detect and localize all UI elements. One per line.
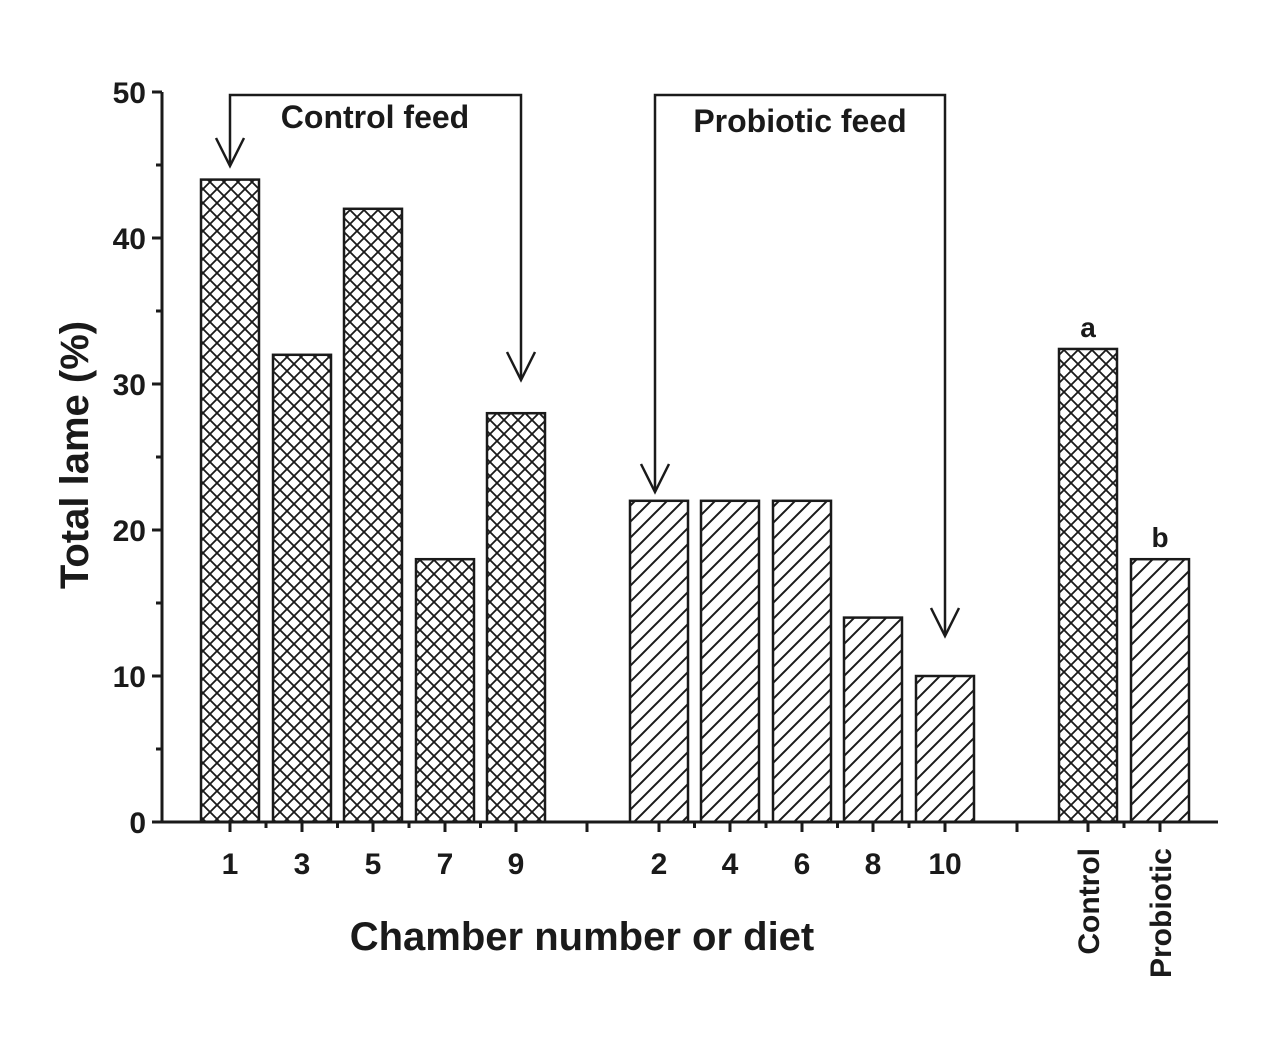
bars-layer: ab xyxy=(199,178,1191,824)
bar-8 xyxy=(842,616,904,824)
control-feed-arrow-head-left xyxy=(214,137,246,169)
bar-10 xyxy=(914,674,976,824)
x-tick-label: 8 xyxy=(865,848,882,881)
x-tick-label: 10 xyxy=(928,848,961,881)
significance-letter: a xyxy=(1080,312,1096,343)
probiotic-feed-arrow-head-right xyxy=(929,607,961,639)
x-axis-title: Chamber number or diet xyxy=(350,915,815,959)
bar-6 xyxy=(771,499,833,824)
bar-4 xyxy=(699,499,761,824)
y-tick-label: 20 xyxy=(113,515,146,548)
bar-probiotic xyxy=(1129,557,1191,824)
bar-2 xyxy=(628,499,690,824)
probiotic-feed-label: Probiotic feed xyxy=(693,103,906,139)
bar-1 xyxy=(199,178,261,824)
probiotic-feed-arrow-head-left xyxy=(639,463,671,495)
y-tick-label: 10 xyxy=(113,661,146,694)
bar-3 xyxy=(271,353,333,824)
y-tick-label: 30 xyxy=(113,369,146,402)
group-annotations: Control feed Probiotic feed xyxy=(214,93,961,639)
x-tick-label: 2 xyxy=(651,848,668,881)
y-tick-label: 40 xyxy=(113,223,146,256)
bar-5 xyxy=(342,207,404,824)
control-feed-arrow-head-right xyxy=(505,351,537,383)
y-tick-label: 0 xyxy=(129,807,146,840)
significance-letter: b xyxy=(1151,522,1168,553)
y-tick-label: 50 xyxy=(113,77,146,110)
x-tick-label: 6 xyxy=(794,848,811,881)
bar-7 xyxy=(414,557,476,824)
control-feed-arrow xyxy=(228,93,523,380)
axes-layer: 1 3 5 7 9 2 4 6 8 10 Control Probiotic 0 10 20 30 40 50 xyxy=(113,77,1218,978)
probiotic-feed-arrow xyxy=(653,93,947,636)
bar-control xyxy=(1057,347,1119,824)
x-tick-label-diet: Probiotic xyxy=(1145,848,1178,978)
x-tick-label: 1 xyxy=(222,848,239,881)
x-tick-label-diet: Control xyxy=(1073,848,1106,955)
x-tick-label: 3 xyxy=(294,848,311,881)
x-tick-label: 9 xyxy=(508,848,525,881)
control-feed-label: Control feed xyxy=(281,99,469,135)
x-tick-label: 7 xyxy=(437,848,454,881)
x-tick-label: 5 xyxy=(365,848,382,881)
y-axis-title: Total lame (%) xyxy=(53,321,97,589)
x-tick-label: 4 xyxy=(722,848,739,881)
bar-9 xyxy=(485,411,547,824)
